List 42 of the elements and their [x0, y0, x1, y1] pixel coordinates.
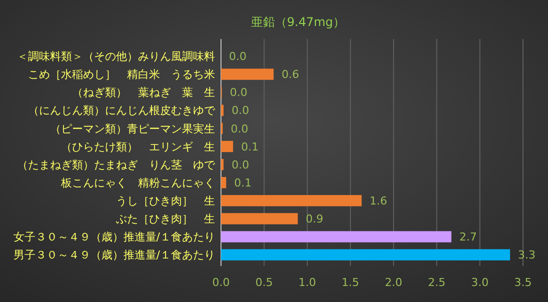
y-tick-label: （たまねぎ類）たまねぎ りん茎 ゆで: [17, 158, 216, 172]
data-label: 1.6: [370, 194, 388, 208]
data-label: 0.1: [234, 176, 252, 190]
data-label: 0.0: [230, 122, 248, 136]
x-tick-label: 3.0: [471, 276, 489, 289]
data-label: 2.7: [459, 230, 477, 244]
y-tick-label: ＜調味料類＞（その他）みりん風調味料: [17, 50, 215, 64]
bar: [221, 140, 234, 152]
y-tick-label: （ねぎ類） 葉ねぎ 葉 生: [72, 86, 215, 100]
x-tick-label: 3.5: [514, 276, 532, 289]
y-tick-label: 板こんにゃく 精粉こんにゃく: [60, 176, 215, 190]
data-label: 0.0: [230, 86, 248, 100]
data-label: 0.6: [282, 68, 300, 82]
x-tick-label: 0.0: [212, 276, 230, 289]
data-label: 0.0: [232, 158, 250, 172]
x-tick-label: 0.5: [255, 276, 273, 289]
bar: [221, 176, 226, 188]
bar: [221, 104, 224, 116]
data-label: 3.3: [518, 248, 536, 262]
data-label: 0.1: [241, 140, 259, 154]
bar: [221, 213, 298, 224]
chart-title: 亜鉛（9.47mg）: [251, 15, 346, 29]
x-tick-label: 2.0: [384, 276, 402, 289]
y-tick-label: 女子３０～４９（歳）推進量/１食あたり: [13, 230, 215, 244]
bar: [221, 68, 274, 80]
x-tick-label: 1.5: [342, 276, 360, 289]
y-tick-label: （ピーマン類）青ピーマン果実生: [50, 122, 215, 136]
y-tick-label: ぶた［ひき肉］ 生: [116, 212, 215, 226]
data-label: 0.0: [232, 104, 250, 118]
y-tick-label: 男子３０～４９（歳）推進量/１食あたり: [13, 248, 215, 262]
y-tick-label: こめ［水稲めし］ 精白米 うるち米: [28, 68, 215, 82]
y-tick-label: うし［ひき肉］ 生: [116, 194, 215, 208]
data-label: 0.9: [306, 212, 324, 226]
bar: [221, 249, 510, 260]
x-tick-label: 2.5: [428, 276, 446, 289]
y-tick-label: （にんじん類）にんじん根皮むきゆで: [28, 104, 216, 118]
y-tick-label: （ひらたけ類） エリンギ 生: [61, 140, 215, 154]
x-tick-label: 1.0: [298, 276, 316, 289]
data-label: 0.0: [229, 50, 246, 64]
bar: [221, 158, 224, 170]
bar: [221, 195, 362, 206]
bar: [221, 231, 452, 242]
